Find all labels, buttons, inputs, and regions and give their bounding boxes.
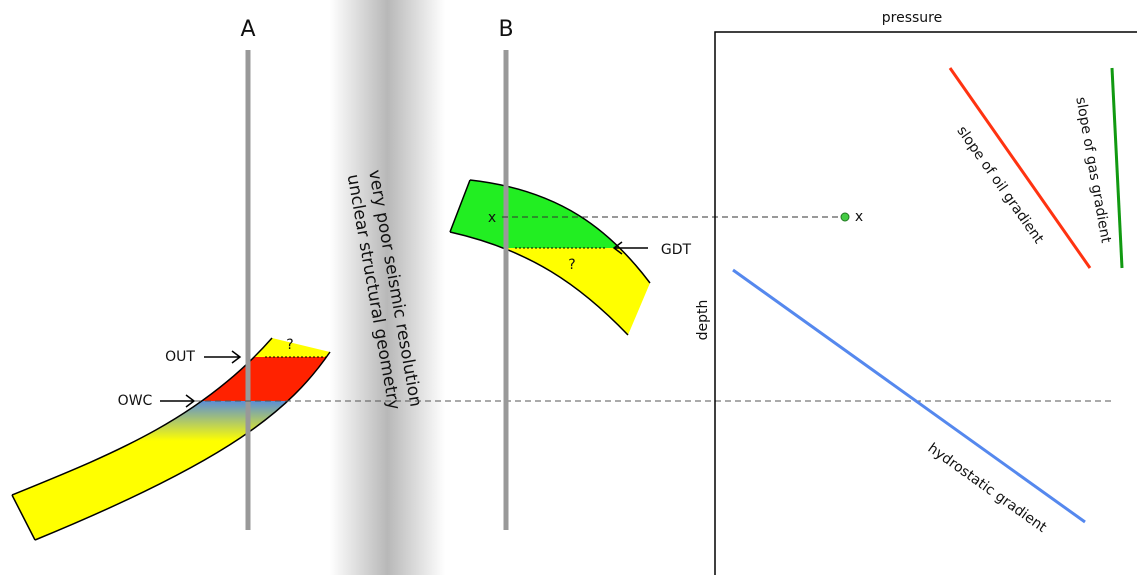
oil-gradient [950, 68, 1090, 268]
gdt-label: GDT [661, 242, 692, 258]
unknown: ? [568, 257, 575, 273]
hydrostatic-gradient [733, 270, 1085, 522]
point-label: x [488, 210, 496, 226]
arrow [614, 242, 648, 254]
out-label: OUT [165, 349, 195, 365]
well-label: B [498, 17, 513, 42]
pressure-point [841, 213, 849, 221]
y-axis-label: depth [695, 300, 711, 341]
layer-b [440, 170, 660, 348]
well-label: A [240, 17, 255, 42]
line-label: hydrostatic gradient [925, 440, 1050, 536]
diagram: very poor seismic resolution unclear str… [0, 0, 1137, 575]
unknown: ? [286, 337, 293, 353]
point-label: x [855, 209, 863, 225]
arrow [204, 351, 240, 363]
line-label: slope of gas gradient [1072, 96, 1114, 245]
arrow [160, 395, 194, 407]
x-axis-label: pressure [882, 10, 942, 26]
owc-label: OWC [118, 393, 153, 409]
